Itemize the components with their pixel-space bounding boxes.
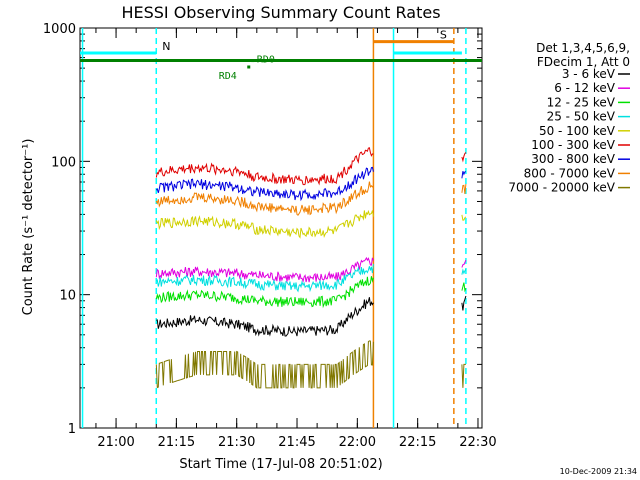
x-tick-label: 21:30 [218,435,255,450]
x-tick-label: 21:45 [278,435,315,450]
series-line-8-0 [155,340,374,389]
x-tick-label: 21:00 [97,435,134,450]
datestamp: 10-Dec-2009 21:34 [560,467,637,476]
legend-entry-label: 800 - 7000 keV [524,166,616,180]
legend-entry-label: 3 - 6 keV [562,67,616,81]
legend-header: FDecim 1, Att 0 [537,55,630,69]
legend-entry-label: 7000 - 20000 keV [508,181,615,195]
series-line-0-0 [156,297,374,337]
y-tick-label: 10 [59,289,76,304]
legend-entry-label: 50 - 100 keV [539,124,616,138]
flag-label: S [440,29,447,42]
series-line-2-1 [461,282,467,293]
legend-entry-label: 12 - 25 keV [547,95,616,109]
legend-entry-label: 25 - 50 keV [547,110,616,124]
y-tick-label: 1000 [43,22,76,37]
marker-label: RD4 [219,71,237,82]
legend: Det 1,3,4,5,6,9,FDecim 1, Att 03 - 6 keV… [508,41,630,195]
legend-entry-label: 100 - 300 keV [531,138,615,152]
series-line-6-1 [461,171,467,179]
flag-label: N [162,40,170,53]
marker-label: RD0 [257,55,275,66]
marker-point [251,59,255,63]
y-axis-label: Count Rate (s⁻¹ detector⁻¹) [21,139,36,316]
series-line-4-0 [155,209,374,239]
x-tick-label: 22:00 [339,435,376,450]
marker-point [247,65,251,69]
x-tick-label: 22:30 [459,435,496,450]
series-line-7-0 [155,181,374,216]
series-line-5-0 [155,147,374,186]
plot-area: 1 10 100 1000 21:00 21:15 21:30 21:45 22:00 22:15… [43,22,497,450]
y-tick-label: 1 [68,422,76,437]
legend-entry-label: 6 - 12 keV [554,81,616,95]
x-tick-label: 22:15 [399,435,436,450]
legend-entry-label: 300 - 800 keV [531,152,615,166]
series-line-8-1 [461,363,466,388]
series-line-2-0 [155,276,374,309]
chart-title: HESSI Observing Summary Count Rates [121,3,440,22]
series-line-6-0 [155,166,374,202]
legend-header: Det 1,3,4,5,6,9, [536,41,630,55]
series-line-4-1 [461,214,467,221]
series-line-5-1 [461,152,467,163]
x-axis-label: Start Time (17-Jul-08 20:51:02) [179,457,382,472]
plot-frame [79,27,483,429]
series-line-1-1 [461,259,467,268]
y-tick-label: 100 [51,155,76,170]
series-line-3-1 [461,268,467,275]
x-tick-label: 21:15 [158,435,195,450]
series-line-7-1 [461,184,467,195]
series-line-3-0 [156,263,374,293]
series-line-0-1 [461,295,467,311]
